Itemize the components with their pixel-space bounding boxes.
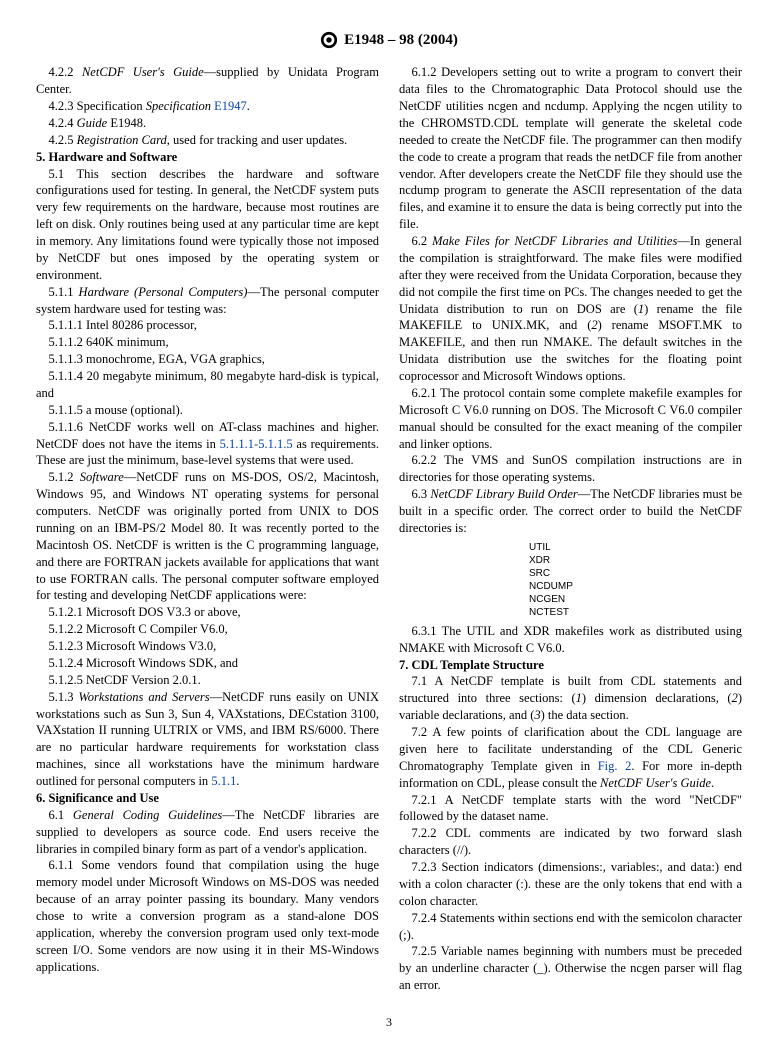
build-order-list: UTIL XDR SRC NCDUMP NCGEN NCTEST	[529, 541, 742, 619]
para-7-2-2: 7.2.2 CDL comments are indicated by two …	[399, 825, 742, 859]
para-7-2-1: 7.2.1 A NetCDF template starts with the …	[399, 792, 742, 826]
para-5-1-1-4: 5.1.1.4 20 megabyte minimum, 80 megabyte…	[36, 368, 379, 402]
para-6-2-1: 6.2.1 The protocol contain some complete…	[399, 385, 742, 453]
section-5-head: 5. Hardware and Software	[36, 149, 379, 166]
para-6-2-2: 6.2.2 The VMS and SunOS compilation inst…	[399, 452, 742, 486]
para-5-1-2-5: 5.1.2.5 NetCDF Version 2.0.1.	[36, 672, 379, 689]
para-7-2-5: 7.2.5 Variable names beginning with numb…	[399, 943, 742, 994]
para-6-3: 6.3 NetCDF Library Build Order—The NetCD…	[399, 486, 742, 537]
para-5-1-2-1: 5.1.2.1 Microsoft DOS V3.3 or above,	[36, 604, 379, 621]
para-4-2-2: 4.2.2 NetCDF User's Guide—supplied by Un…	[36, 64, 379, 98]
para-6-1-1: 6.1.1 Some vendors found that compilatio…	[36, 857, 379, 975]
para-5-1-1-3: 5.1.1.3 monochrome, EGA, VGA graphics,	[36, 351, 379, 368]
para-6-1: 6.1 General Coding Guidelines—The NetCDF…	[36, 807, 379, 858]
para-6-1-2: 6.1.2 Developers setting out to write a …	[399, 64, 742, 233]
para-5-1-2-4: 5.1.2.4 Microsoft Windows SDK, and	[36, 655, 379, 672]
build-xdr: XDR	[529, 554, 742, 567]
para-5-1-2: 5.1.2 Software—NetCDF runs on MS-DOS, OS…	[36, 469, 379, 604]
page-number: 3	[36, 1014, 742, 1030]
para-5-1-1-2: 5.1.1.2 640K minimum,	[36, 334, 379, 351]
document-header: E1948 – 98 (2004)	[36, 30, 742, 50]
para-5-1-1: 5.1.1 Hardware (Personal Computers)—The …	[36, 284, 379, 318]
build-ncgen: NCGEN	[529, 593, 742, 606]
para-7-2-4: 7.2.4 Statements within sections end wit…	[399, 910, 742, 944]
astm-logo	[320, 31, 338, 49]
section-6-head: 6. Significance and Use	[36, 790, 379, 807]
build-src: SRC	[529, 567, 742, 580]
para-4-2-4: 4.2.4 Guide E1948.	[36, 115, 379, 132]
build-nctest: NCTEST	[529, 606, 742, 619]
para-5-1: 5.1 This section describes the hardware …	[36, 166, 379, 284]
section-7-head: 7. CDL Template Structure	[399, 657, 742, 674]
para-7-2: 7.2 A few points of clarification about …	[399, 724, 742, 792]
build-ncdump: NCDUMP	[529, 580, 742, 593]
link-e1947[interactable]: E1947	[214, 99, 247, 113]
link-fig2[interactable]: Fig. 2	[598, 759, 632, 773]
designation-label: E1948 – 98 (2004)	[344, 30, 458, 50]
para-6-2: 6.2 Make Files for NetCDF Libraries and …	[399, 233, 742, 385]
link-5111-5115[interactable]: 5.1.1.1-5.1.1.5	[220, 437, 293, 451]
para-5-1-2-3: 5.1.2.3 Microsoft Windows V3.0,	[36, 638, 379, 655]
para-6-3-1: 6.3.1 The UTIL and XDR makefiles work as…	[399, 623, 742, 657]
para-7-2-3: 7.2.3 Section indicators (dimensions:, v…	[399, 859, 742, 910]
para-5-1-1-6: 5.1.1.6 NetCDF works well on AT-class ma…	[36, 419, 379, 470]
para-4-2-3: 4.2.3 Specification Specification E1947.	[36, 98, 379, 115]
para-5-1-3: 5.1.3 Workstations and Servers—NetCDF ru…	[36, 689, 379, 790]
link-511[interactable]: 5.1.1	[211, 774, 236, 788]
para-5-1-1-1: 5.1.1.1 Intel 80286 processor,	[36, 317, 379, 334]
build-util: UTIL	[529, 541, 742, 554]
para-4-2-5: 4.2.5 Registration Card, used for tracki…	[36, 132, 379, 149]
para-5-1-2-2: 5.1.2.2 Microsoft C Compiler V6.0,	[36, 621, 379, 638]
para-7-1: 7.1 A NetCDF template is built from CDL …	[399, 673, 742, 724]
body-columns: 4.2.2 NetCDF User's Guide—supplied by Un…	[36, 64, 742, 994]
para-5-1-1-5: 5.1.1.5 a mouse (optional).	[36, 402, 379, 419]
